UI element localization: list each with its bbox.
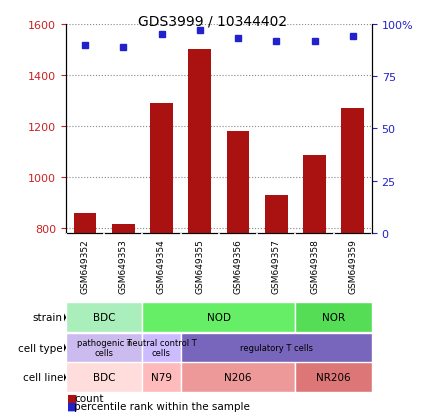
Text: ■: ■ [67, 393, 78, 403]
Bar [66, 303, 142, 332]
Text: regulatory T cells: regulatory T cells [240, 343, 313, 352]
Text: strain: strain [33, 313, 63, 323]
Bar [265, 195, 288, 233]
Text: GSM649359: GSM649359 [348, 239, 357, 294]
Bar [66, 333, 142, 363]
Text: N206: N206 [224, 373, 252, 382]
Bar [181, 333, 372, 363]
Text: pathogenic T
cells: pathogenic T cells [76, 338, 132, 357]
Text: neutral control T
cells: neutral control T cells [127, 338, 196, 357]
Text: ■: ■ [67, 401, 78, 411]
Bar [188, 50, 211, 233]
Text: N79: N79 [151, 373, 172, 382]
Bar [66, 363, 142, 392]
Text: BDC: BDC [93, 313, 115, 323]
Bar [303, 156, 326, 233]
Text: NOR: NOR [322, 313, 345, 323]
Bar [181, 363, 295, 392]
Bar [341, 109, 364, 233]
Text: NR206: NR206 [316, 373, 351, 382]
Text: cell line: cell line [23, 373, 63, 382]
Bar [150, 104, 173, 233]
Bar [227, 132, 249, 233]
Bar [295, 363, 372, 392]
Text: GSM649352: GSM649352 [80, 239, 90, 293]
Polygon shape [64, 313, 66, 322]
Text: NOD: NOD [207, 313, 231, 323]
Bar [112, 224, 135, 233]
Text: percentile rank within the sample: percentile rank within the sample [74, 401, 250, 411]
Text: cell type: cell type [18, 343, 63, 353]
Text: GSM649356: GSM649356 [233, 239, 243, 294]
Text: count: count [74, 393, 104, 403]
Bar [74, 213, 96, 233]
Text: GSM649355: GSM649355 [195, 239, 204, 294]
Text: GSM649354: GSM649354 [157, 239, 166, 293]
Polygon shape [64, 343, 66, 352]
Text: GDS3999 / 10344402: GDS3999 / 10344402 [138, 14, 287, 28]
Polygon shape [64, 373, 66, 382]
Text: GSM649353: GSM649353 [119, 239, 128, 294]
Bar [142, 303, 295, 332]
Bar [142, 333, 181, 363]
Text: GSM649357: GSM649357 [272, 239, 281, 294]
Bar [142, 363, 181, 392]
Bar [295, 303, 372, 332]
Text: BDC: BDC [93, 373, 115, 382]
Text: GSM649358: GSM649358 [310, 239, 319, 294]
